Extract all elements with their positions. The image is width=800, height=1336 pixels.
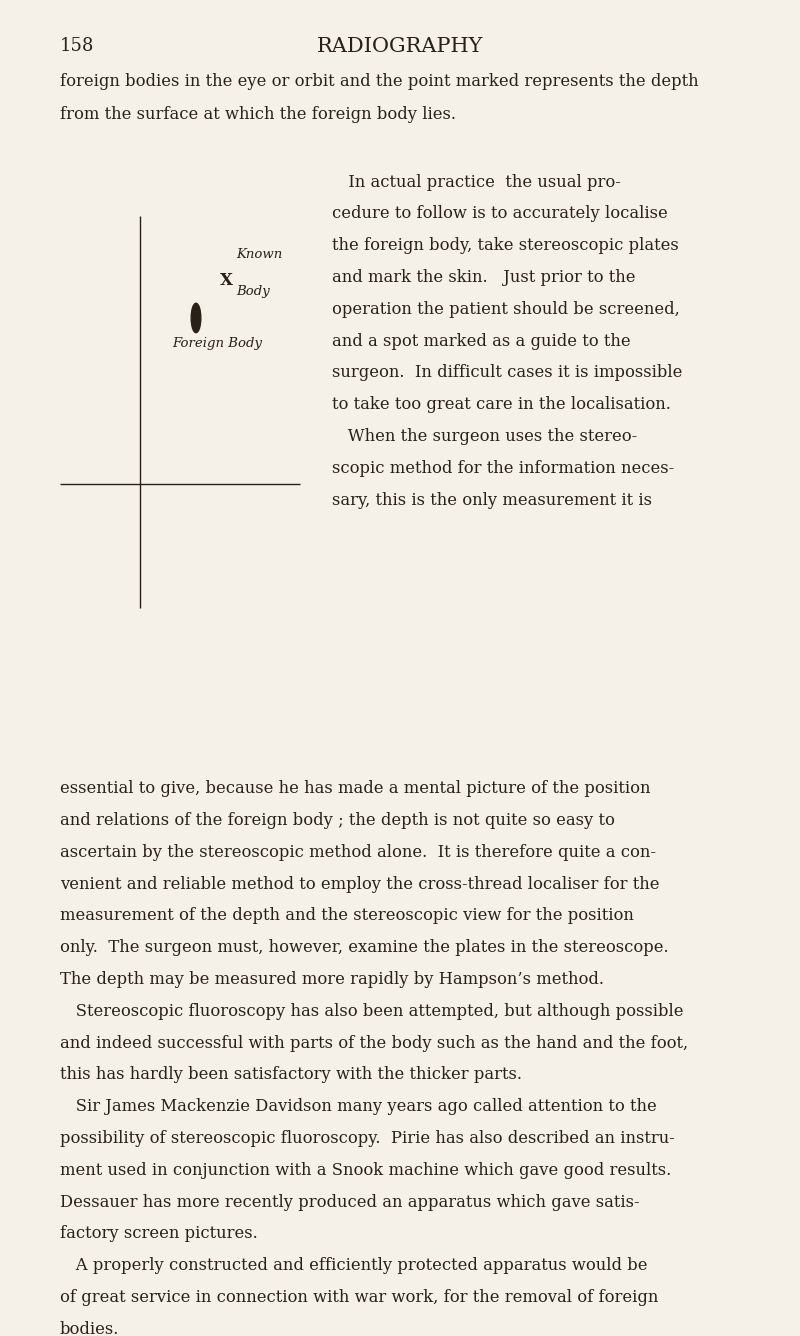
- Ellipse shape: [191, 303, 201, 333]
- Text: Dessauer has more recently produced an apparatus which gave satis-: Dessauer has more recently produced an a…: [60, 1193, 640, 1210]
- Text: possibility of stereoscopic fluoroscopy.  Pirie has also described an instru-: possibility of stereoscopic fluoroscopy.…: [60, 1130, 675, 1148]
- Text: Foreign Body: Foreign Body: [172, 337, 262, 350]
- Text: measurement of the depth and the stereoscopic view for the position: measurement of the depth and the stereos…: [60, 907, 634, 925]
- Text: The depth may be measured more rapidly by Hampson’s method.: The depth may be measured more rapidly b…: [60, 971, 604, 989]
- Text: Known: Known: [236, 247, 282, 261]
- Text: In actual practice  the usual pro-: In actual practice the usual pro-: [332, 174, 621, 191]
- Text: foreign bodies in the eye or orbit and the point marked represents the depth: foreign bodies in the eye or orbit and t…: [60, 73, 698, 91]
- Text: to take too great care in the localisation.: to take too great care in the localisati…: [332, 397, 671, 413]
- Text: and relations of the foreign body ; the depth is not quite so easy to: and relations of the foreign body ; the …: [60, 812, 615, 830]
- Text: bodies.: bodies.: [60, 1321, 119, 1336]
- Text: RADIOGRAPHY: RADIOGRAPHY: [317, 37, 483, 56]
- Text: 158: 158: [60, 37, 94, 55]
- Text: essential to give, because he has made a mental picture of the position: essential to give, because he has made a…: [60, 780, 650, 798]
- Text: and mark the skin.   Just prior to the: and mark the skin. Just prior to the: [332, 269, 635, 286]
- Text: ment used in conjunction with a Snook machine which gave good results.: ment used in conjunction with a Snook ma…: [60, 1162, 671, 1178]
- Text: Sir James Mackenzie Davidson many years ago called attention to the: Sir James Mackenzie Davidson many years …: [60, 1098, 657, 1116]
- Text: Stereoscopic fluoroscopy has also been attempted, but although possible: Stereoscopic fluoroscopy has also been a…: [60, 1003, 683, 1019]
- Text: of great service in connection with war work, for the removal of foreign: of great service in connection with war …: [60, 1289, 658, 1307]
- Text: cedure to follow is to accurately localise: cedure to follow is to accurately locali…: [332, 206, 668, 223]
- Text: only.  The surgeon must, however, examine the plates in the stereoscope.: only. The surgeon must, however, examine…: [60, 939, 669, 957]
- Text: operation the patient should be screened,: operation the patient should be screened…: [332, 301, 680, 318]
- Text: this has hardly been satisfactory with the thicker parts.: this has hardly been satisfactory with t…: [60, 1066, 522, 1083]
- Text: surgeon.  In difficult cases it is impossible: surgeon. In difficult cases it is imposs…: [332, 365, 682, 382]
- Text: Body: Body: [236, 285, 270, 298]
- Text: ascertain by the stereoscopic method alone.  It is therefore quite a con-: ascertain by the stereoscopic method alo…: [60, 844, 656, 860]
- Text: factory screen pictures.: factory screen pictures.: [60, 1225, 258, 1242]
- Text: A properly constructed and efficiently protected apparatus would be: A properly constructed and efficiently p…: [60, 1257, 647, 1275]
- Text: and indeed successful with parts of the body such as the hand and the foot,: and indeed successful with parts of the …: [60, 1034, 688, 1051]
- Text: and a spot marked as a guide to the: and a spot marked as a guide to the: [332, 333, 630, 350]
- Text: from the surface at which the foreign body lies.: from the surface at which the foreign bo…: [60, 106, 456, 123]
- Text: sary, this is the only measurement it is: sary, this is the only measurement it is: [332, 492, 652, 509]
- Text: scopic method for the information neces-: scopic method for the information neces-: [332, 460, 674, 477]
- Text: venient and reliable method to employ the cross-thread localiser for the: venient and reliable method to employ th…: [60, 875, 659, 892]
- Text: When the surgeon uses the stereo-: When the surgeon uses the stereo-: [332, 428, 638, 445]
- Text: the foreign body, take stereoscopic plates: the foreign body, take stereoscopic plat…: [332, 238, 678, 254]
- Text: X: X: [220, 273, 233, 289]
